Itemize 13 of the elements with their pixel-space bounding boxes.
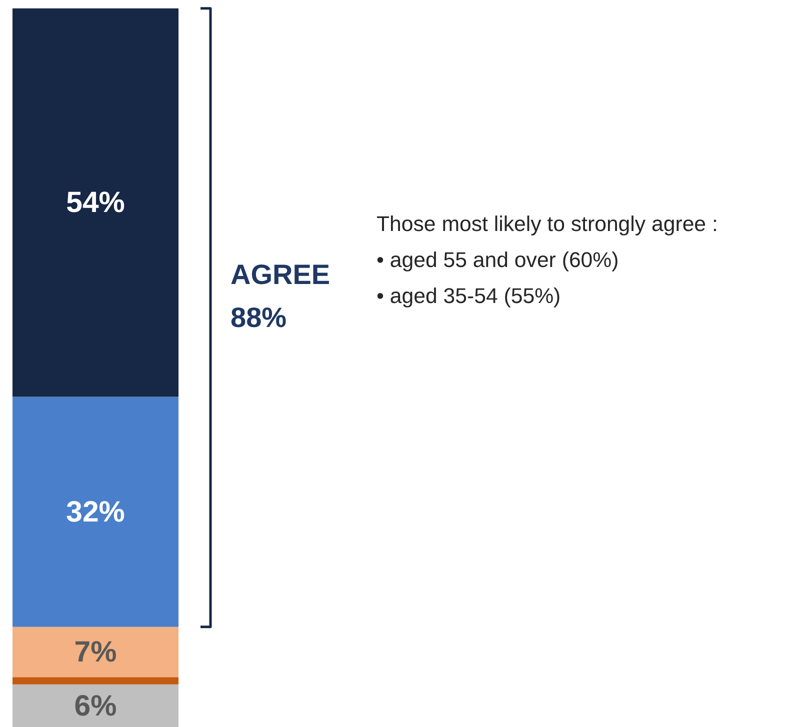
bar: [12, 396, 178, 627]
bar: [12, 8, 178, 397]
data-label: 54%: [66, 186, 125, 220]
bar: [12, 626, 178, 678]
text: Those most likely to strongly agree :: [376, 212, 718, 236]
data-label: 6%: [74, 689, 117, 722]
text: AGREE 88%: [230, 258, 330, 334]
bar: [12, 677, 178, 684]
text: • aged 35-54 (55%): [376, 284, 561, 308]
bar: [12, 684, 178, 727]
text: • aged 55 and over (60%): [376, 248, 619, 272]
data-label: 7%: [74, 635, 117, 668]
data-label: 32%: [66, 495, 125, 528]
